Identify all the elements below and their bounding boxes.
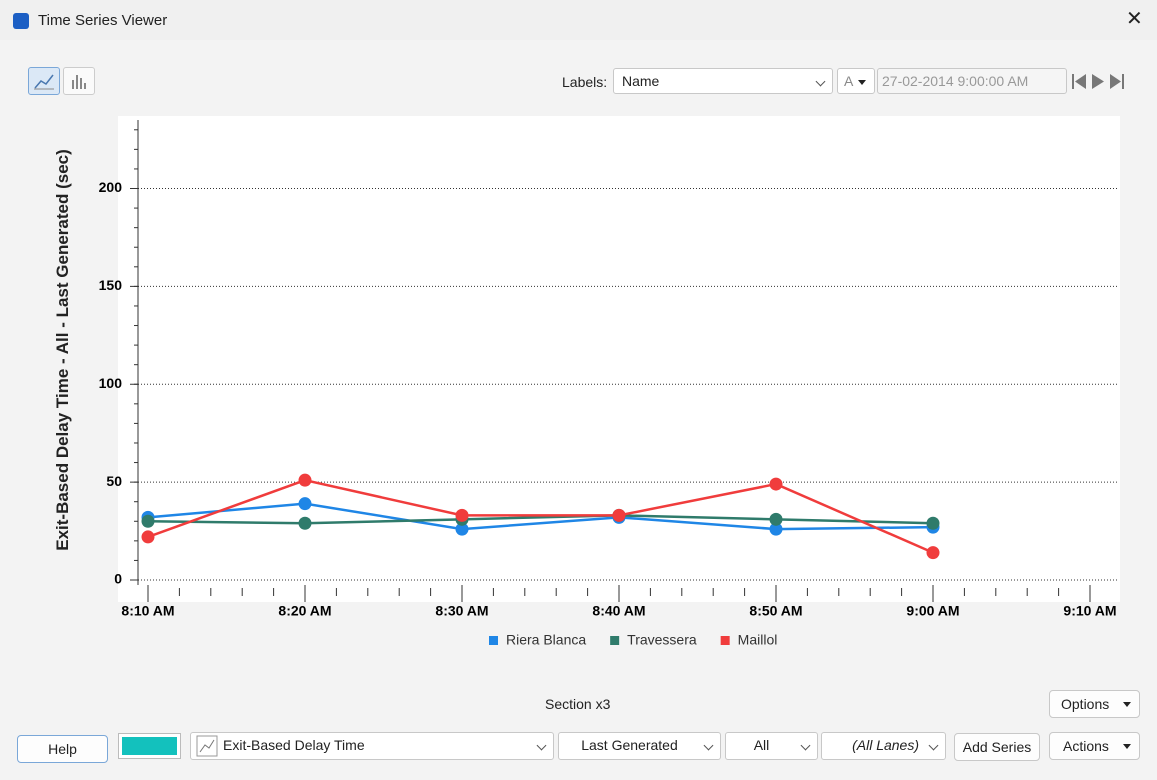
section-label: Section x3	[545, 696, 611, 712]
actions-button[interactable]: Actions	[1049, 732, 1140, 760]
y-tick-label: 200	[99, 179, 123, 195]
data-point	[455, 522, 469, 536]
generation-dropdown[interactable]: Last Generated	[558, 732, 721, 760]
labels-dropdown[interactable]: Name	[613, 68, 833, 94]
x-tick-label: 8:40 AM	[592, 603, 645, 619]
x-tick-label: 9:10 AM	[1063, 603, 1116, 619]
window-title: Time Series Viewer	[38, 12, 168, 29]
y-tick-label: 50	[106, 473, 122, 489]
legend-marker	[610, 636, 620, 645]
x-tick-label: 8:20 AM	[278, 603, 331, 619]
data-point	[298, 473, 312, 487]
line-view-button[interactable]	[28, 67, 60, 95]
data-point	[141, 530, 155, 544]
data-point	[926, 516, 940, 530]
y-tick-label: 150	[99, 277, 123, 293]
bar-view-button[interactable]	[63, 67, 95, 95]
line-icon	[34, 74, 54, 90]
datetime-field[interactable]: 27-02-2014 9:00:00 AM	[877, 68, 1067, 94]
y-tick-label: 0	[114, 571, 122, 587]
y-tick-label: 100	[99, 375, 123, 391]
data-point	[769, 512, 783, 526]
data-point	[612, 508, 626, 522]
data-point	[141, 514, 155, 528]
legend-label: Riera Blanca	[506, 632, 586, 648]
legend-marker	[489, 636, 498, 645]
legend-label: Travessera	[627, 632, 697, 648]
series-line	[147, 502, 934, 531]
lanes-dropdown[interactable]: (All Lanes)	[821, 732, 946, 760]
data-point	[926, 546, 940, 560]
data-point	[298, 497, 312, 511]
color-swatch[interactable]	[118, 733, 181, 759]
x-tick-label: 8:50 AM	[749, 603, 802, 619]
title-bar	[0, 0, 1157, 40]
y-axis-label: Exit-Based Delay Time - All - Last Gener…	[53, 149, 72, 551]
app-icon	[13, 13, 29, 29]
add-series-button[interactable]: Add Series	[954, 733, 1040, 761]
x-tick-label: 8:30 AM	[435, 603, 488, 619]
series-line	[147, 514, 934, 525]
metric-dropdown[interactable]: Exit-Based Delay Time	[190, 732, 554, 760]
options-button[interactable]: Options	[1049, 690, 1140, 718]
nav-buttons[interactable]	[1070, 72, 1130, 92]
close-button[interactable]: ✕	[1126, 8, 1143, 30]
bar-icon	[72, 75, 86, 89]
scope-dropdown[interactable]: All	[725, 732, 818, 760]
labels-label: Labels:	[562, 74, 608, 90]
legend-marker	[720, 636, 730, 645]
font-button[interactable]: A	[837, 68, 875, 94]
help-button[interactable]: Help	[17, 735, 108, 763]
data-point	[769, 477, 783, 491]
data-point	[298, 516, 312, 530]
data-point	[769, 522, 783, 536]
x-tick-label: 9:00 AM	[906, 603, 959, 619]
data-point	[455, 508, 469, 522]
metric-icon	[196, 735, 218, 757]
legend-label: Maillol	[738, 632, 778, 648]
series-line	[147, 478, 934, 554]
x-tick-label: 8:10 AM	[121, 603, 174, 619]
